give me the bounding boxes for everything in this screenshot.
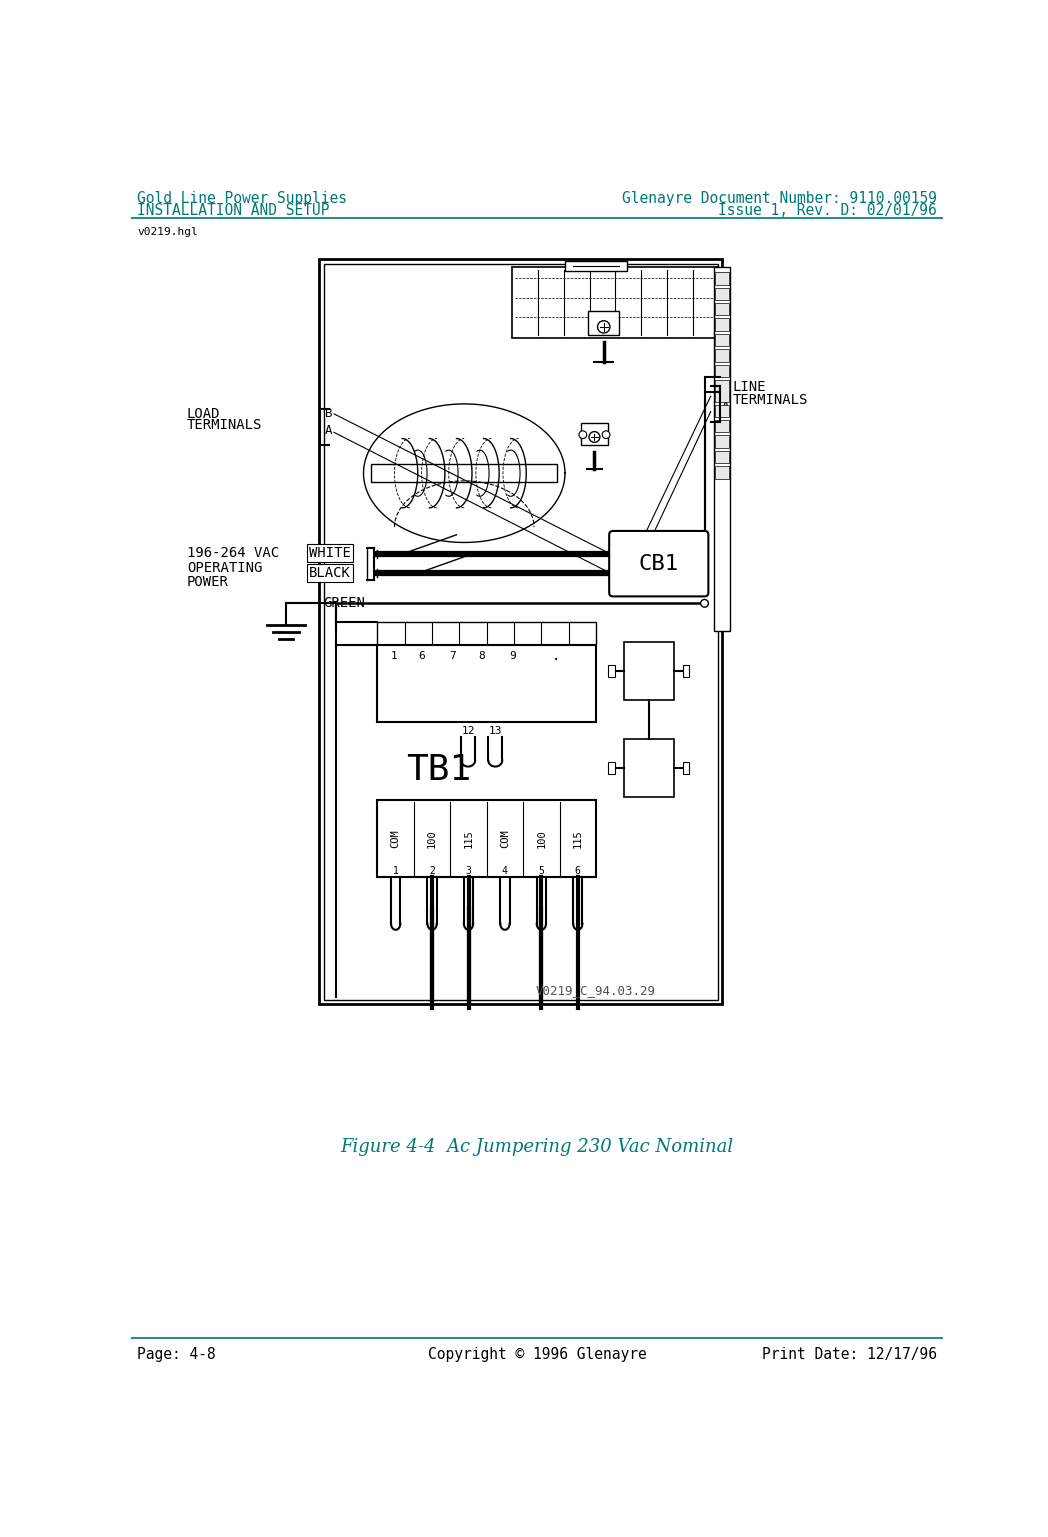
Text: V0219_C_94.03.29: V0219_C_94.03.29 — [536, 984, 656, 998]
Text: Page: 4-8: Page: 4-8 — [137, 1348, 216, 1362]
Text: INSTALLATION AND SETUP: INSTALLATION AND SETUP — [137, 203, 330, 218]
Bar — [716, 380, 728, 401]
Bar — [716, 404, 728, 417]
Text: v0219.hgl: v0219.hgl — [137, 227, 198, 237]
Bar — [683, 761, 689, 773]
Bar — [320, 260, 722, 1005]
Bar — [377, 646, 596, 722]
Text: Issue 1, Rev. D: 02/01/96: Issue 1, Rev. D: 02/01/96 — [718, 203, 937, 218]
Circle shape — [701, 599, 708, 607]
Text: OPERATING: OPERATING — [187, 561, 262, 575]
Text: 7: 7 — [450, 652, 456, 661]
Text: 1: 1 — [393, 867, 398, 876]
Bar — [716, 272, 728, 284]
Text: 4: 4 — [502, 867, 508, 876]
Bar — [716, 364, 728, 377]
Text: 3: 3 — [465, 867, 472, 876]
Bar — [683, 666, 689, 678]
Text: LOAD: LOAD — [187, 407, 220, 421]
Text: BLACK: BLACK — [309, 566, 351, 581]
Bar — [716, 318, 728, 330]
Text: B: B — [325, 407, 332, 421]
Text: Print Date: 12/17/96: Print Date: 12/17/96 — [762, 1348, 937, 1362]
Bar — [716, 287, 728, 300]
Text: B: B — [722, 384, 729, 397]
Bar — [714, 267, 730, 632]
Text: 8: 8 — [479, 652, 485, 661]
Bar — [324, 264, 718, 1001]
Text: A: A — [325, 424, 332, 438]
Bar — [716, 435, 728, 447]
Bar — [716, 420, 728, 432]
Bar — [716, 303, 728, 315]
Bar — [377, 622, 596, 646]
FancyBboxPatch shape — [609, 530, 708, 596]
Text: 100: 100 — [428, 830, 437, 848]
Text: COM: COM — [500, 830, 510, 848]
Text: POWER: POWER — [187, 575, 228, 589]
Bar — [716, 349, 728, 361]
Bar — [624, 739, 674, 796]
Bar — [716, 450, 728, 463]
Text: TERMINALS: TERMINALS — [733, 393, 808, 407]
Text: 115: 115 — [573, 830, 583, 848]
Text: 115: 115 — [463, 830, 474, 848]
Bar — [624, 642, 674, 701]
Text: 2: 2 — [429, 867, 435, 876]
Text: 6: 6 — [418, 652, 425, 661]
Text: 1: 1 — [391, 652, 398, 661]
Text: .: . — [551, 650, 560, 664]
Bar — [716, 334, 728, 346]
Bar — [377, 801, 596, 878]
Text: LINE: LINE — [733, 380, 766, 393]
Bar — [716, 466, 728, 478]
Circle shape — [578, 430, 587, 438]
Circle shape — [597, 321, 610, 334]
Text: Copyright © 1996 Glenayre: Copyright © 1996 Glenayre — [428, 1348, 647, 1362]
Text: WHITE: WHITE — [309, 546, 351, 561]
Text: 100: 100 — [537, 830, 546, 848]
Bar — [565, 261, 627, 271]
Text: Figure 4-4  Ac Jumpering 230 Vac Nominal: Figure 4-4 Ac Jumpering 230 Vac Nominal — [341, 1137, 734, 1156]
Text: 13: 13 — [488, 725, 502, 736]
Text: TB1: TB1 — [407, 753, 472, 787]
Text: CB1: CB1 — [638, 553, 679, 573]
Text: 12: 12 — [461, 725, 475, 736]
Bar — [609, 666, 614, 678]
Text: COM: COM — [391, 830, 400, 848]
Bar — [609, 761, 614, 773]
Text: Glenayre Document Number: 9110.00159: Glenayre Document Number: 9110.00159 — [623, 191, 937, 206]
Bar — [581, 423, 609, 444]
Bar — [588, 312, 619, 335]
Circle shape — [589, 432, 599, 443]
Text: 9: 9 — [509, 652, 516, 661]
Text: 5: 5 — [539, 867, 544, 876]
Text: GREEN: GREEN — [323, 596, 365, 610]
Text: A: A — [722, 400, 729, 413]
Circle shape — [603, 430, 610, 438]
Text: 196-264 VAC: 196-264 VAC — [187, 546, 279, 561]
Bar — [512, 267, 719, 338]
Text: 6: 6 — [575, 867, 581, 876]
Text: Gold Line Power Supplies: Gold Line Power Supplies — [137, 191, 347, 206]
Bar — [371, 464, 558, 483]
Text: TERMINALS: TERMINALS — [187, 418, 262, 432]
